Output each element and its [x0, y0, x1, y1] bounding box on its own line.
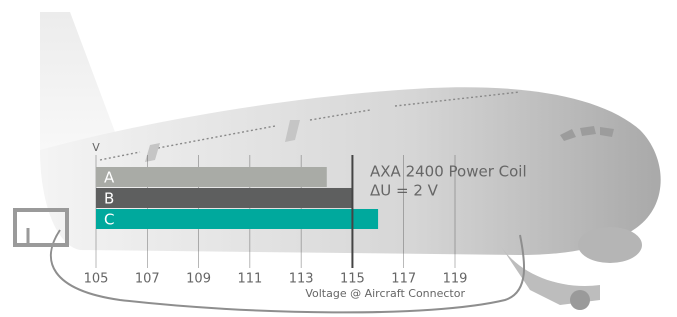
bar	[96, 167, 327, 187]
aircraft-background	[15, 12, 661, 312]
bar	[96, 188, 352, 208]
category-label: A	[104, 169, 115, 187]
x-tick-label: 111	[237, 272, 262, 287]
x-tick-label: 119	[443, 272, 468, 287]
x-tick-label: 115	[340, 272, 365, 287]
bar	[96, 209, 378, 229]
annotation: ΔU = 2 V	[370, 182, 439, 200]
category-label: B	[104, 190, 114, 208]
x-tick-label: 105	[84, 272, 109, 287]
axis-unit: V	[92, 141, 100, 154]
x-tick-label: 109	[186, 272, 211, 287]
chart: V AXA 2400 Power Coil ΔU = 2 V Voltage @…	[0, 0, 677, 317]
category-label: C	[104, 211, 114, 229]
x-tick-label: 113	[289, 272, 314, 287]
annotation: AXA 2400 Power Coil	[370, 163, 527, 181]
x-tick-label: 107	[135, 272, 160, 287]
x-tick-label: 117	[391, 272, 416, 287]
x-axis-label: Voltage @ Aircraft Connector	[305, 287, 465, 300]
